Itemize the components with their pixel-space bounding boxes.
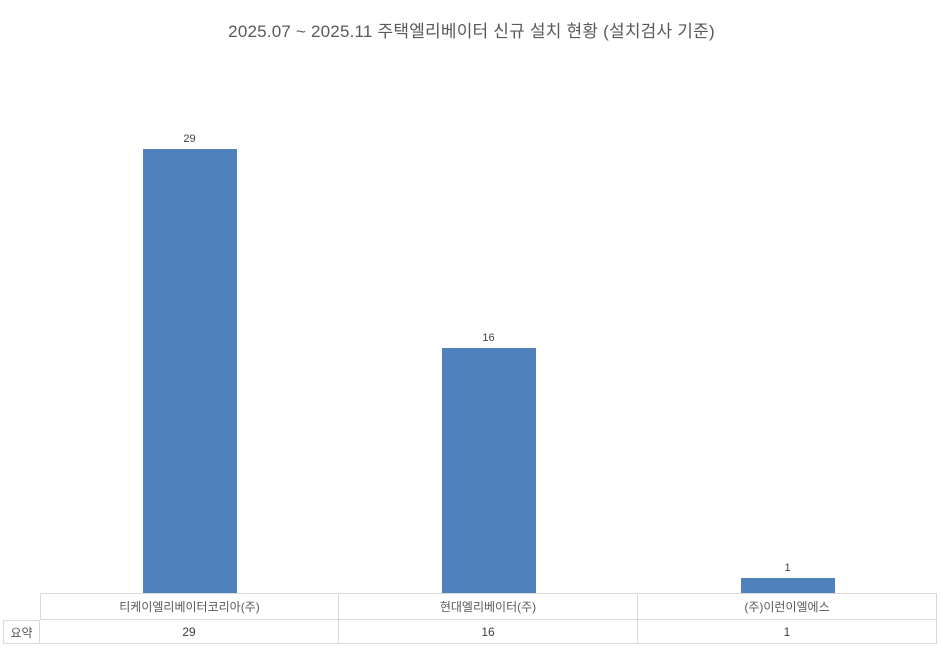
chart-title: 2025.07 ~ 2025.11 주택엘리베이터 신규 설치 현황 (설치검사… [228,22,715,41]
bar-hyundai-elevator [441,347,536,593]
bar-column-2: 16 [339,133,638,593]
table-value-3: 1 [638,620,937,644]
data-label-3: 1 [784,561,791,574]
plot-area: 29 16 1 [40,133,937,593]
table-value-1: 29 [40,620,339,644]
table-value-2: 16 [339,620,638,644]
table-corner-cell [3,593,40,620]
category-header-1: 티케이엘리베이터코리아(주) [40,593,339,620]
category-header-3: (주)이런이엘에스 [638,593,937,620]
series-row-header: 요약 [3,620,40,644]
bar-irun-els [740,577,835,593]
bar-tk-elevator-korea [142,149,237,593]
bar-column-3: 1 [638,133,937,593]
bar-column-1: 29 [40,133,339,593]
data-label-1: 29 [183,133,196,145]
data-label-2: 16 [482,331,495,344]
chart-data-table: 티케이엘리베이터코리아(주) 현대엘리베이터(주) (주)이런이엘에스 요약 2… [3,593,937,644]
category-header-2: 현대엘리베이터(주) [339,593,638,620]
